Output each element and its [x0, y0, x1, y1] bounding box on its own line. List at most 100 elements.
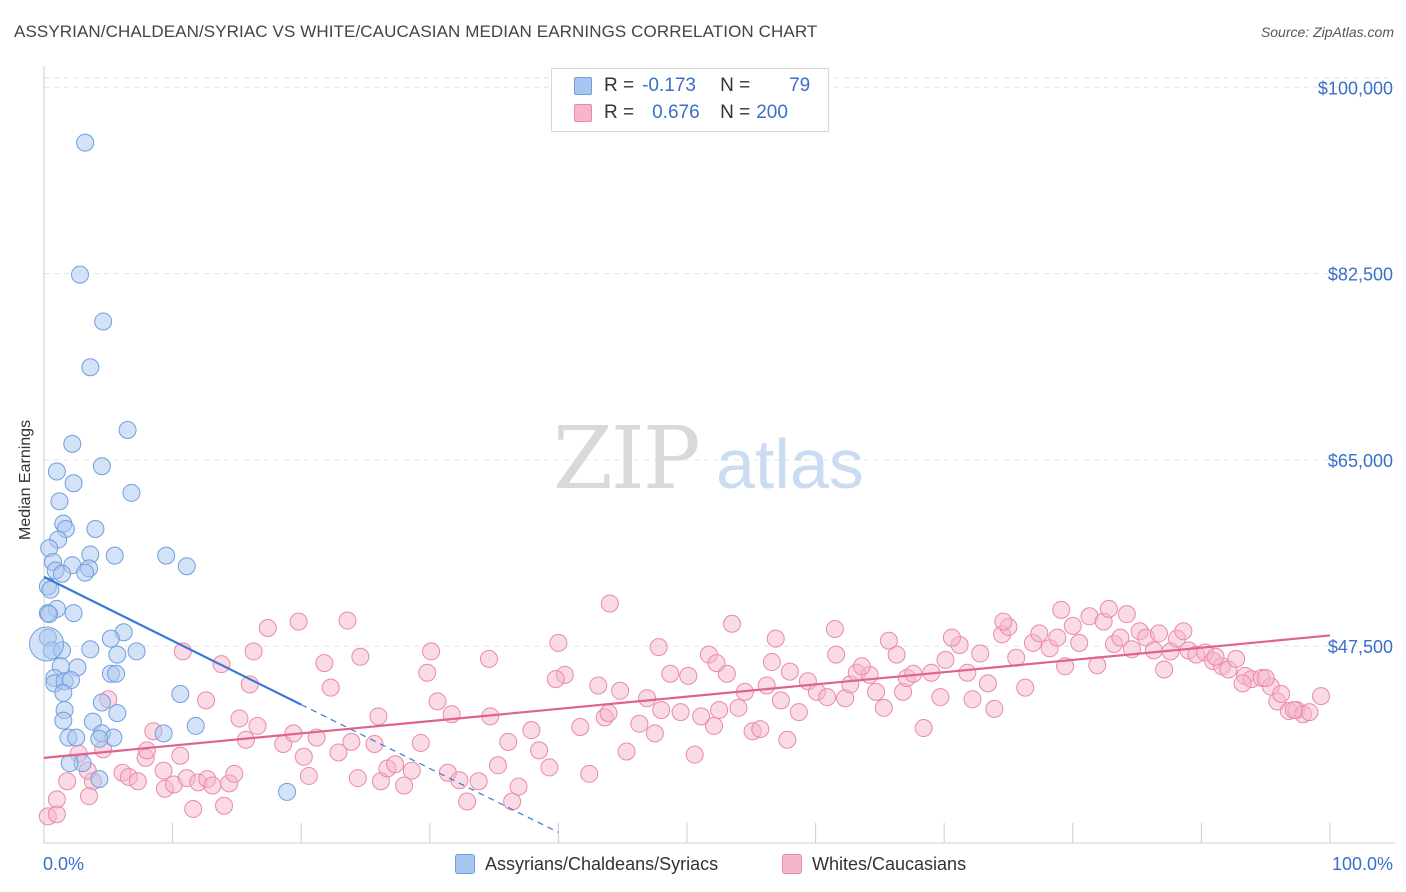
- white-point: [963, 690, 982, 709]
- white-point: [1048, 628, 1067, 647]
- legend-n-label: N =: [720, 102, 751, 123]
- white-point: [1144, 641, 1163, 660]
- white-point: [338, 611, 357, 630]
- watermark-zip: ZIP: [553, 409, 699, 509]
- legend-r-label: R =: [604, 75, 635, 96]
- white-point: [248, 716, 267, 735]
- white-point: [571, 717, 590, 736]
- assyrian-point: [101, 629, 120, 648]
- gridlines: [44, 77, 1395, 647]
- correlation-legend: R = -0.173 N = 79 R = 0.676 N = 200: [551, 68, 829, 132]
- white-point: [422, 642, 441, 661]
- chart-title: ASSYRIAN/CHALDEAN/SYRIAC VS WHITE/CAUCAS…: [14, 22, 818, 41]
- white-point: [215, 796, 234, 815]
- white-point: [225, 764, 244, 783]
- series-legend-assyrians[interactable]: Assyrians/Chaldeans/Syriacs: [455, 852, 718, 876]
- white-point: [710, 700, 729, 719]
- white-point: [488, 756, 507, 775]
- watermark-atlas: atlas: [716, 425, 864, 503]
- assyrian-point: [171, 684, 190, 703]
- assyrian-point: [107, 664, 126, 683]
- legend-row-whites: R = 0.676 N = 200: [574, 101, 798, 125]
- white-point: [1300, 703, 1319, 722]
- white-point: [230, 709, 249, 728]
- white-point: [1063, 616, 1082, 635]
- white-point: [1099, 599, 1118, 618]
- assyrian-trend-line: [43, 575, 302, 706]
- white-point: [1070, 633, 1089, 652]
- white-point: [128, 772, 147, 791]
- white-point: [351, 647, 370, 666]
- white-point: [649, 638, 668, 657]
- white-point: [778, 730, 797, 749]
- assyrian-point: [63, 434, 82, 453]
- white-point: [1227, 649, 1246, 668]
- assyrian-point: [76, 133, 95, 152]
- white-point: [58, 772, 77, 791]
- white-point: [671, 703, 690, 722]
- white-point: [171, 746, 190, 765]
- white-point: [852, 657, 871, 676]
- white-point: [450, 771, 469, 790]
- data-points: [29, 133, 1330, 826]
- assyrian-point: [108, 704, 127, 723]
- assyrian-point: [177, 557, 196, 576]
- assyrian-point: [154, 724, 173, 743]
- legend-row-assyrians: R = -0.173 N = 79: [574, 74, 810, 98]
- white-point: [958, 663, 977, 682]
- series-legend-whites[interactable]: Whites/Caucasians: [782, 852, 966, 876]
- white-point: [617, 742, 636, 761]
- white-point: [874, 698, 893, 717]
- white-point: [638, 689, 657, 708]
- legend-r-label: R =: [604, 102, 635, 123]
- white-point: [137, 741, 156, 760]
- white-point: [329, 743, 348, 762]
- white-point: [780, 662, 799, 681]
- assyrian-point: [90, 729, 109, 748]
- white-point: [757, 676, 776, 695]
- white-point: [707, 654, 726, 673]
- assyrian-point: [50, 492, 69, 511]
- white-point: [499, 732, 518, 751]
- white-point: [1256, 669, 1275, 688]
- white-point: [914, 719, 933, 738]
- axes: [43, 66, 1395, 844]
- white-point: [1174, 622, 1193, 641]
- white-point: [546, 670, 565, 689]
- white-point: [723, 614, 742, 633]
- legend-swatch-pink: [574, 104, 592, 122]
- white-point: [766, 629, 785, 648]
- assyrian-point: [108, 645, 127, 664]
- white-point: [580, 764, 599, 783]
- assyrian-point: [92, 457, 111, 476]
- white-point: [294, 747, 313, 766]
- white-point: [1111, 628, 1130, 647]
- legend-n-label: N =: [720, 75, 751, 96]
- assyrian-point: [122, 483, 141, 502]
- white-point: [428, 692, 447, 711]
- assyrian-point: [81, 640, 100, 659]
- assyrian-point: [90, 770, 109, 789]
- white-point: [1284, 700, 1303, 719]
- white-point: [197, 691, 216, 710]
- white-point: [931, 688, 950, 707]
- assyrian-point: [54, 683, 73, 702]
- assyrian-point: [278, 782, 297, 801]
- white-point: [936, 650, 955, 669]
- white-point: [540, 758, 559, 777]
- assyrian-point: [47, 462, 66, 481]
- white-point: [1155, 660, 1174, 679]
- white-point: [1311, 687, 1330, 706]
- assyrian-point: [118, 421, 137, 440]
- white-point: [600, 594, 619, 613]
- white-point: [299, 766, 318, 785]
- white-point: [879, 631, 898, 650]
- white-point: [386, 755, 405, 774]
- white-point: [402, 761, 421, 780]
- white-point: [203, 776, 222, 795]
- white-point: [80, 787, 99, 806]
- assyrian-trend-extension: [300, 704, 559, 833]
- assyrian-point: [127, 642, 146, 661]
- white-point: [978, 674, 997, 693]
